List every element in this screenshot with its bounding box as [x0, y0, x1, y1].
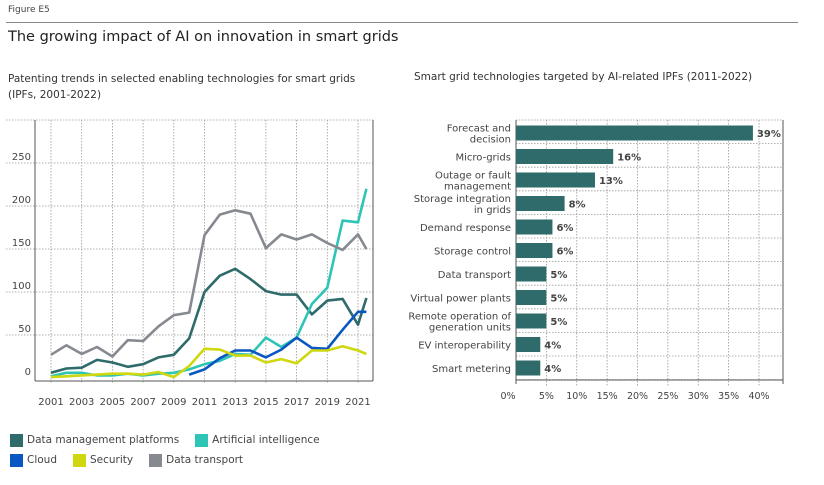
category-label: EV interoperability [418, 341, 511, 352]
line-chart: 0 50 100 150 200 250 2001 2003 2005 2007 2009 2011 2… [6, 119, 374, 408]
category-label: Forecast and decision [447, 124, 511, 146]
bar [516, 290, 547, 305]
legend-label: Data transport [166, 454, 244, 466]
category-label: Demand response [420, 223, 511, 234]
bar-value-label: 5% [550, 317, 567, 328]
x-tick-label: 0% [500, 391, 515, 402]
legend-swatch [195, 433, 209, 447]
legend-swatch [149, 453, 163, 467]
category-label: Data transport [438, 270, 511, 281]
y-tick-label: 200 [12, 195, 31, 206]
y-tick-label: 0 [25, 367, 31, 378]
line-chart-title-text: Patenting trends in selected enabling te… [8, 73, 356, 85]
x-tick-label: 35% [718, 391, 739, 402]
legend-item-ai: Artificial intelligence [195, 433, 320, 447]
bar-value-label: 5% [550, 294, 567, 305]
x-tick-label: 30% [688, 391, 709, 402]
legend-item-data-transport: Data transport [149, 453, 244, 467]
header-rule [6, 22, 798, 23]
bar [516, 360, 541, 376]
x-tick-label: 2019 [315, 397, 340, 408]
bar-chart: 0% 5% 10% 15% 20% 25% 30% 35% 40% 39% Forecast and… [408, 119, 784, 402]
bar [516, 243, 553, 258]
bar [516, 125, 753, 141]
legend-swatch [73, 453, 86, 467]
x-tick-label: 2003 [69, 397, 94, 408]
y-tick-label: 150 [12, 238, 31, 249]
x-tick-label: 2001 [38, 397, 63, 408]
bar-value-label: 5% [550, 270, 567, 281]
bar [516, 172, 595, 188]
x-tick-label: 2015 [253, 397, 278, 408]
bar [516, 337, 541, 352]
legend-swatch [10, 433, 23, 447]
bar-value-label: 8% [569, 200, 586, 211]
legend-item-data-management: Data management platforms [10, 433, 180, 447]
legend-swatch [10, 453, 23, 467]
series-line-cloud [188, 310, 367, 376]
legend-label: Artificial intelligence [212, 434, 320, 446]
bar-value-label: 6% [556, 247, 573, 258]
x-tick-label: 20% [627, 391, 648, 402]
x-tick-label: 2011 [192, 397, 217, 408]
x-tick-label: 2017 [284, 397, 309, 408]
bar [516, 149, 614, 164]
bar-value-label: 16% [617, 153, 641, 164]
y-tick-label: 50 [18, 324, 31, 335]
bar-chart-title: Smart grid technologies targeted by AI-r… [414, 71, 753, 83]
bar-value-label: 6% [556, 223, 573, 234]
series-line-security [50, 344, 367, 379]
x-tick-label: 25% [657, 391, 678, 402]
legend-item-cloud: Cloud [10, 453, 57, 467]
y-tick-label: 250 [12, 152, 31, 163]
bar-value-label: 13% [599, 176, 623, 187]
x-tick-label: 2005 [100, 397, 125, 408]
series-line-data-management-platforms [50, 267, 368, 375]
line-chart-title: Patenting trends in selected enabling te… [8, 71, 355, 103]
legend-label: Cloud [27, 454, 57, 466]
x-tick-label: 10% [566, 391, 587, 402]
x-tick-label: 40% [748, 391, 769, 402]
bar-value-label: 39% [757, 129, 781, 140]
legend-label: Security [90, 454, 134, 466]
legend-item-security: Security [73, 453, 134, 467]
bar-value-label: 4% [544, 364, 561, 375]
bar [516, 196, 565, 211]
figure-title: The growing impact of AI on innovation i… [8, 29, 399, 45]
category-label: Storage control [434, 247, 511, 258]
x-tick-label: 5% [539, 391, 554, 402]
bar [516, 219, 553, 235]
series-line-data-transport [50, 209, 368, 358]
line-chart-legend: Data management platforms Artificial int… [10, 430, 336, 470]
legend-label: Data management platforms [27, 434, 180, 446]
x-tick-label: 2013 [222, 397, 247, 408]
bar [516, 313, 547, 329]
category-label: Virtual power plants [410, 294, 511, 305]
line-chart-subtitle: (IPFs, 2001-2022) [8, 89, 102, 101]
x-tick-label: 2007 [130, 397, 155, 408]
category-label: Remote operation of generation units [408, 312, 511, 334]
x-tick-label: 15% [597, 391, 618, 402]
bar-value-label: 4% [544, 341, 561, 352]
category-label: Outage or fault management [435, 171, 511, 193]
bar [516, 266, 547, 282]
x-tick-label: 2009 [161, 397, 186, 408]
category-label: Smart metering [432, 364, 511, 375]
figure-label: Figure E5 [8, 5, 50, 15]
x-tick-label: 2021 [345, 397, 370, 408]
category-label: Storage integration in grids [414, 194, 511, 216]
y-tick-label: 100 [12, 281, 31, 292]
category-label: Micro-grids [455, 153, 511, 164]
